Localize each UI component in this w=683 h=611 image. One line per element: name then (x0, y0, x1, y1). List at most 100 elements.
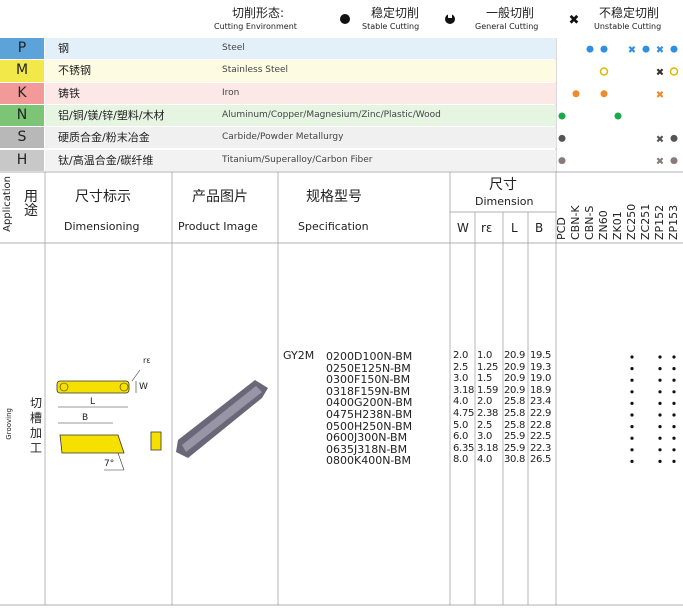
dimension-value: 3.0 (453, 373, 469, 385)
image-en: Product Image (178, 220, 258, 233)
dimension-value: 22.8 (530, 419, 552, 431)
dimension-value: 22.9 (530, 408, 552, 419)
application-en: Application (2, 176, 13, 232)
cutting-icon (672, 448, 676, 452)
cutting-icon (630, 436, 634, 440)
cutting-icon (642, 45, 650, 53)
material-code: H (0, 149, 44, 171)
cutting-icon: ✖ (656, 67, 664, 78)
cutting-icon (658, 367, 662, 371)
cutting-icon (630, 413, 634, 417)
legend-en: Stable Cutting (362, 22, 420, 31)
cutting-icon (672, 378, 676, 382)
cutting-icon: ✖ (656, 45, 664, 56)
cutting-icon (558, 134, 566, 142)
material-row-bg (45, 82, 556, 104)
cutting-icon (658, 355, 662, 359)
cutting-icon (672, 436, 676, 440)
dimensioning-cn: 尺寸标示 (75, 189, 131, 205)
grade-label: CBN-K (569, 205, 582, 240)
material-code: S (0, 127, 44, 149)
dimension-value: 5.0 (453, 419, 469, 431)
cutting-icon (672, 459, 676, 463)
model: 0600J300N-BM (326, 431, 408, 445)
dimension-value: 1.25 (477, 361, 499, 373)
cutting-icon (658, 390, 662, 394)
dimension-value: 2.5 (477, 419, 493, 431)
dimension-value: 4.75 (453, 408, 475, 419)
spec-cn: 规格型号 (306, 189, 362, 205)
grade-label: ZP153 (667, 204, 680, 240)
model: 0635J318N-BM (326, 442, 408, 456)
diagram-label: L (90, 397, 96, 407)
svg-text:✖: ✖ (569, 13, 580, 28)
dimension-value: 4.0 (477, 454, 493, 466)
model: 0200D100N-BM (326, 350, 413, 363)
dim-column: W (457, 221, 469, 235)
dimensioning-en: Dimensioning (64, 220, 140, 233)
cutting-icon (658, 448, 662, 452)
dimension-value: 19.3 (530, 361, 552, 373)
cutting-icon (630, 425, 634, 429)
model: 0475H238N-BM (326, 408, 413, 421)
grade-label: ZP152 (653, 204, 666, 240)
dimension-value: 19.5 (530, 350, 552, 361)
model: 0800K400N-BM (326, 454, 412, 468)
model: 0400G200N-BM (326, 396, 413, 410)
material-row-bg (45, 127, 556, 149)
dimension-value: 25.9 (504, 431, 526, 443)
dimension-value: 19.0 (530, 373, 552, 385)
section-cn: 切槽加工 (30, 396, 43, 455)
diagram-label: W (139, 382, 148, 392)
cutting-icon (630, 401, 634, 405)
dimension-value: 22.3 (530, 442, 552, 454)
model: 0500H250N-BM (326, 419, 413, 433)
cutting-icon (558, 112, 566, 120)
cutting-icon (572, 90, 580, 98)
dimension-value: 2.0 (477, 396, 493, 408)
image-cn: 产品图片 (192, 189, 248, 205)
cutting-icon: ✖ (656, 157, 664, 168)
dimension-value: 25.9 (504, 442, 526, 454)
material-en: Titanium/Superalloy/Carbon Fiber (222, 154, 373, 165)
material-cn: 铸铁 (58, 86, 80, 100)
material-row-bg (45, 149, 556, 171)
cutting-icon (658, 436, 662, 440)
cutting-icon: ✖ (628, 45, 636, 56)
material-code: N (0, 104, 44, 127)
cutting-icon (658, 459, 662, 463)
dim-column: B (535, 221, 544, 235)
diagram-label: rε (143, 356, 151, 365)
dimension-cn: 尺寸 (489, 177, 517, 193)
dimension-value: 25.8 (504, 396, 526, 408)
dimension-value: 3.18 (477, 442, 499, 454)
material-en: Aluminum/Copper/Magnesium/Zinc/Plastic/W… (222, 109, 441, 120)
diagram-label: 7° (104, 459, 115, 469)
material-code: M (0, 60, 44, 82)
material-row-bg (45, 104, 556, 127)
dim-column: rε (481, 221, 493, 235)
cutting-icon (672, 401, 676, 405)
cutting-icon (670, 134, 678, 142)
section-en: Grooving (5, 408, 13, 440)
dimension-value: 20.9 (504, 361, 526, 373)
dimension-value: 23.4 (530, 396, 552, 408)
grade-label: PCD (555, 217, 568, 240)
dimension-value: 3.0 (477, 431, 493, 443)
material-cn: 不锈钢 (58, 64, 91, 78)
legend-cn: 不稳定切削 (599, 6, 660, 20)
dimension-value: 25.8 (504, 408, 526, 419)
dimension-value: 18.9 (530, 384, 552, 396)
legend-en: General Cutting (475, 22, 539, 31)
dimension-value: 2.0 (453, 350, 469, 361)
dimension-value: 1.59 (477, 384, 499, 396)
dim-column: L (511, 221, 518, 235)
cutting-icon: ✖ (656, 90, 664, 101)
dimension-value: 6.0 (453, 431, 469, 443)
material-row-bg (45, 38, 556, 60)
series: GY2M (283, 349, 315, 362)
cutting-icon (630, 448, 634, 452)
cutting-icon (672, 367, 676, 371)
